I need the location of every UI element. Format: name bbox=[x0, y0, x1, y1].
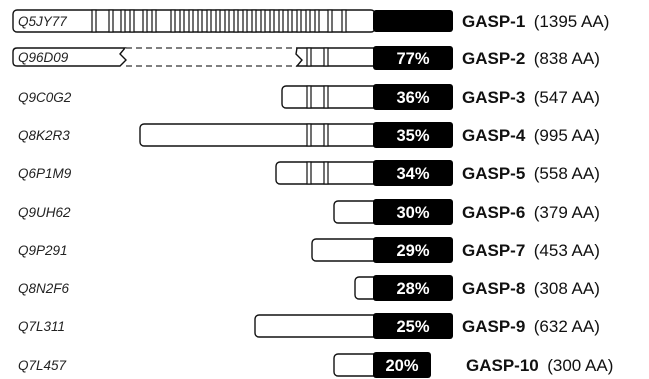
repeat-motif bbox=[323, 47, 329, 67]
protein-name: GASP-6 bbox=[462, 203, 525, 222]
protein-row: Q5JY77 GASP-1 (1395 AA) bbox=[12, 9, 609, 33]
identity-percent: 29% bbox=[396, 242, 429, 260]
protein-length: (379 AA) bbox=[534, 203, 600, 222]
protein-name: GASP-9 bbox=[462, 317, 525, 336]
accession-label: Q8K2R3 bbox=[18, 128, 70, 143]
protein-name: GASP-4 bbox=[462, 126, 526, 145]
accession-label: Q7L311 bbox=[18, 319, 65, 334]
conserved-domain bbox=[373, 10, 453, 32]
protein-name: GASP-7 bbox=[462, 241, 525, 260]
identity-percent: 30% bbox=[396, 204, 429, 222]
protein-bar bbox=[254, 314, 379, 338]
protein-row: 29% Q9P291 GASP-7 (453 AA) bbox=[18, 237, 600, 263]
accession-label: Q96D09 bbox=[18, 50, 69, 65]
protein-name: GASP-8 bbox=[462, 279, 525, 298]
protein-bar bbox=[139, 123, 379, 147]
repeat-motif bbox=[323, 123, 329, 147]
protein-length: (308 AA) bbox=[534, 279, 600, 298]
protein-bar bbox=[333, 200, 379, 224]
conserved-domain bbox=[373, 160, 453, 186]
protein-row: 36% Q9C0G2 GASP-3 (547 AA) bbox=[18, 84, 600, 110]
repeat-motif bbox=[323, 85, 329, 109]
protein-length: (838 AA) bbox=[534, 49, 600, 68]
identity-percent: 34% bbox=[396, 165, 429, 183]
repeat-motif bbox=[306, 123, 312, 147]
accession-label: Q9C0G2 bbox=[18, 90, 72, 105]
conserved-domain bbox=[373, 313, 453, 339]
protein-length: (547 AA) bbox=[534, 88, 600, 107]
protein-name: GASP-1 bbox=[462, 12, 525, 31]
protein-name-length: GASP-9 (632 AA) bbox=[462, 317, 600, 336]
protein-name: GASP-3 bbox=[462, 88, 525, 107]
conserved-domain bbox=[373, 199, 453, 225]
protein-name: GASP-10 bbox=[466, 356, 539, 375]
protein-bar bbox=[12, 9, 376, 33]
conserved-domain bbox=[373, 352, 431, 378]
protein-length: (453 AA) bbox=[534, 241, 600, 260]
protein-name-length: GASP-7 (453 AA) bbox=[462, 241, 600, 260]
protein-row: 25% Q7L311 GASP-9 (632 AA) bbox=[18, 313, 600, 339]
protein-length: (300 AA) bbox=[547, 356, 613, 375]
accession-label: Q5JY77 bbox=[18, 14, 67, 29]
conserved-domain bbox=[373, 122, 453, 148]
identity-percent: 77% bbox=[396, 50, 429, 68]
accession-label: Q7L457 bbox=[18, 358, 67, 373]
protein-row: 35% Q8K2R3 GASP-4 (995 AA) bbox=[18, 122, 600, 148]
protein-row: 30% Q9UH62 GASP-6 (379 AA) bbox=[18, 199, 600, 225]
protein-bar bbox=[281, 85, 379, 109]
protein-name: GASP-2 bbox=[462, 49, 525, 68]
protein-bar bbox=[311, 238, 379, 262]
identity-percent: 25% bbox=[396, 318, 429, 336]
accession-label: Q9P291 bbox=[18, 243, 68, 258]
repeat-motif bbox=[306, 47, 312, 67]
protein-row: 34% Q6P1M9 GASP-5 (558 AA) bbox=[18, 160, 600, 186]
accession-label: Q6P1M9 bbox=[18, 166, 72, 181]
protein-name-length: GASP-4 (995 AA) bbox=[462, 126, 600, 145]
conserved-domain bbox=[373, 84, 453, 110]
protein-name-length: GASP-2 (838 AA) bbox=[462, 49, 600, 68]
protein-row: 28% Q8N2F6 GASP-8 (308 AA) bbox=[18, 275, 600, 301]
protein-name: GASP-5 bbox=[462, 164, 525, 183]
accession-label: Q8N2F6 bbox=[18, 281, 70, 296]
conserved-domain bbox=[373, 46, 453, 70]
repeat-motif bbox=[323, 161, 329, 185]
repeat-motifs bbox=[91, 9, 347, 33]
protein-length: (632 AA) bbox=[534, 317, 600, 336]
identity-percent: 20% bbox=[385, 357, 418, 375]
conserved-domain bbox=[373, 237, 453, 263]
protein-length: (995 AA) bbox=[534, 126, 600, 145]
protein-row: 77% Q96D09 GASP-2 (838 AA) bbox=[12, 46, 600, 70]
accession-label: Q9UH62 bbox=[18, 205, 71, 220]
protein-name-length: GASP-8 (308 AA) bbox=[462, 279, 600, 298]
protein-name-length: GASP-5 (558 AA) bbox=[462, 164, 600, 183]
conserved-domain bbox=[373, 275, 453, 301]
protein-bar bbox=[333, 353, 379, 377]
protein-bar-start bbox=[12, 47, 127, 67]
identity-percent: 35% bbox=[396, 127, 429, 145]
protein-length: (558 AA) bbox=[534, 164, 600, 183]
protein-name-length: GASP-3 (547 AA) bbox=[462, 88, 600, 107]
repeat-motif bbox=[306, 85, 312, 109]
protein-row: 20% Q7L457 GASP-10 (300 AA) bbox=[18, 352, 613, 378]
protein-name-length: GASP-10 (300 AA) bbox=[466, 356, 613, 375]
identity-percent: 36% bbox=[396, 89, 429, 107]
protein-length: (1395 AA) bbox=[534, 12, 610, 31]
protein-name-length: GASP-1 (1395 AA) bbox=[462, 12, 609, 31]
protein-name-length: GASP-6 (379 AA) bbox=[462, 203, 600, 222]
repeat-motif bbox=[306, 161, 312, 185]
identity-percent: 28% bbox=[396, 280, 429, 298]
